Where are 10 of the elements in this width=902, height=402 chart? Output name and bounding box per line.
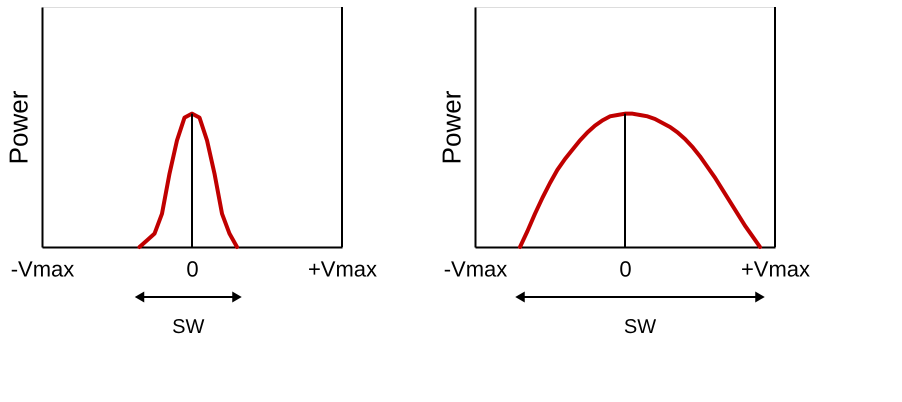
x-tick-label: 0 xyxy=(186,256,199,282)
y-axis-title: Power xyxy=(4,90,34,164)
x-tick-label: -Vmax xyxy=(444,256,508,282)
text: SW xyxy=(624,316,656,338)
x-tick-label: +Vmax xyxy=(740,256,810,282)
x-tick-label: -Vmax xyxy=(10,256,74,282)
y-axis-title: Power xyxy=(436,90,466,164)
x-tick-label: +Vmax xyxy=(308,256,378,282)
x-tick-label: 0 xyxy=(619,256,632,282)
text: SW xyxy=(172,316,204,338)
